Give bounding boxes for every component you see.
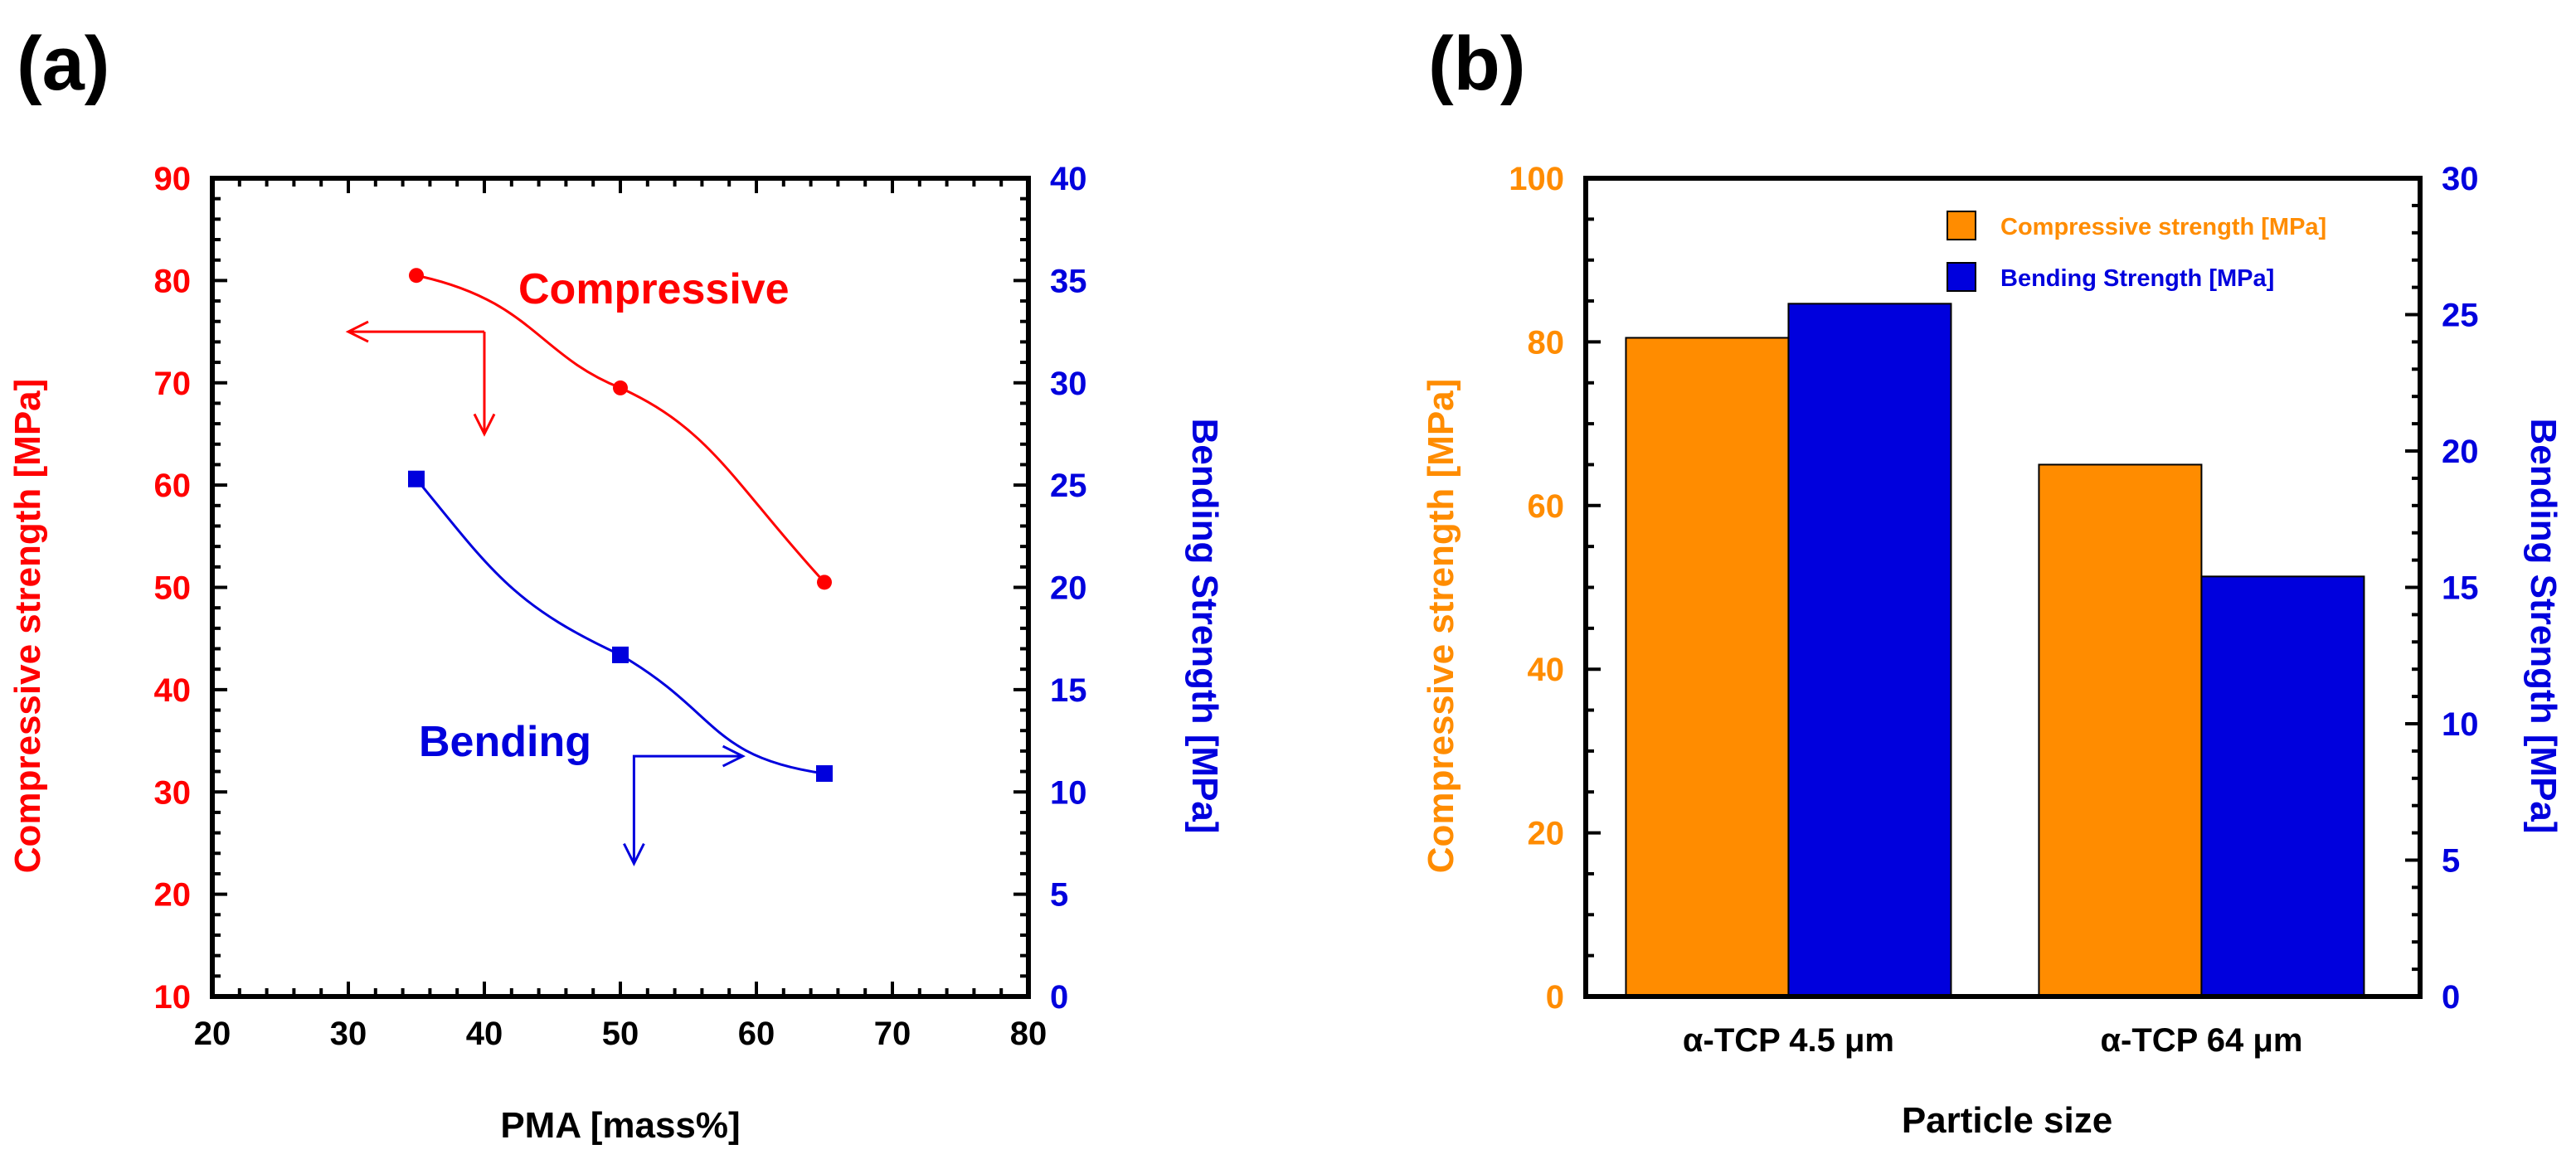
compressive-bar [2038, 463, 2203, 997]
bending-annotation: Bending [419, 718, 591, 766]
y-left-tick-label: 80 [1528, 324, 1565, 361]
x-tick-label: 40 [466, 1016, 503, 1052]
panel-b-x-axis-title: Particle size [1902, 1100, 2112, 1141]
compressive-data-point [613, 380, 628, 395]
x-tick-label: 20 [194, 1016, 231, 1052]
y-right-tick-label: 10 [1050, 774, 1087, 811]
legend-label: Bending Strength [MPa] [2000, 265, 2274, 292]
y-right-tick-label: 20 [2442, 434, 2479, 470]
category-label: α-TCP 64 μm [2100, 1022, 2302, 1059]
y-right-tick-label: 25 [2442, 298, 2479, 334]
panel-b-chart: α-TCP 4.5 μm α-TCP 64 μm 0 20 40 60 80 100 0 5 10 1… [1509, 161, 2478, 1059]
y-right-tick-label: 30 [1050, 366, 1087, 402]
bending-data-point [816, 765, 833, 783]
panel-b-left-axis-title: Compressive strength [MPa] [1421, 379, 1461, 874]
y-right-tick-label: 20 [1050, 570, 1087, 607]
bending-bar [1787, 303, 1952, 997]
y-left-tick-label: 90 [154, 161, 192, 197]
y-right-tick-label: 10 [2442, 706, 2479, 743]
y-left-tick-label: 40 [1528, 652, 1565, 688]
bending-right-arrowhead [722, 744, 746, 768]
y-right-tick-label: 5 [2442, 843, 2460, 880]
legend-swatch [1947, 211, 1976, 240]
y-right-tick-label: 40 [1050, 161, 1087, 197]
legend-label: Compressive strength [MPa] [2000, 214, 2326, 240]
x-tick-label: 70 [874, 1016, 911, 1052]
x-tick-label: 30 [330, 1016, 367, 1052]
bending-right-arrow [632, 754, 743, 864]
compressive-bar [1625, 337, 1790, 997]
panel-b-label: (b) [1428, 22, 1525, 106]
legend-swatch [1947, 262, 1976, 292]
panel-b-right-axis-title: Bending Strength [MPa] [2523, 418, 2564, 833]
y-left-tick-label: 60 [154, 468, 192, 504]
y-right-tick-label: 15 [2442, 570, 2479, 607]
bending-bar [2200, 575, 2365, 998]
compressive-down-arrowhead [473, 413, 496, 437]
panel-a-label: (a) [17, 22, 109, 106]
y-left-tick-label: 100 [1509, 161, 1564, 197]
panel-a-right-axis-title: Bending Strength [MPa] [1184, 418, 1225, 833]
y-right-tick-label: 35 [1050, 263, 1087, 299]
compressive-data-point [409, 268, 424, 284]
panel-a-chart: 20 30 40 50 60 70 8010203040506070809005101520… [154, 161, 1087, 1052]
x-tick-label: 80 [1010, 1016, 1047, 1052]
compressive-left-arrowhead [345, 320, 369, 343]
compressive-series-line [416, 274, 826, 584]
x-tick-label: 50 [602, 1016, 639, 1052]
y-left-tick-label: 70 [154, 366, 192, 402]
compressive-annotation: Compressive [518, 265, 790, 313]
y-left-tick-label: 60 [1528, 488, 1565, 525]
panel-a-left-axis-title: Compressive strength [MPa] [7, 379, 48, 874]
bending-down-arrowhead [623, 842, 645, 866]
y-left-tick-label: 80 [154, 263, 192, 299]
panel-a-x-axis-title: PMA [mass%] [500, 1105, 740, 1146]
x-tick-label: 60 [738, 1016, 775, 1052]
y-left-tick-label: 20 [154, 877, 192, 914]
y-left-tick-label: 40 [154, 672, 192, 709]
y-right-tick-label: 0 [2442, 979, 2460, 1016]
y-left-tick-label: 30 [154, 774, 192, 811]
bending-data-point [612, 646, 629, 663]
y-right-tick-label: 30 [2442, 161, 2479, 197]
y-left-tick-label: 50 [154, 570, 192, 607]
y-left-tick-label: 0 [1546, 979, 1564, 1016]
y-left-tick-label: 10 [154, 979, 192, 1016]
y-right-tick-label: 15 [1050, 672, 1087, 709]
bending-data-point [408, 470, 425, 487]
y-right-tick-label: 0 [1050, 979, 1068, 1016]
category-label: α-TCP 4.5 μm [1683, 1022, 1894, 1059]
compressive-data-point [817, 575, 832, 590]
y-right-tick-label: 5 [1050, 877, 1068, 914]
y-right-tick-label: 25 [1050, 468, 1087, 504]
y-left-tick-label: 20 [1528, 816, 1565, 852]
